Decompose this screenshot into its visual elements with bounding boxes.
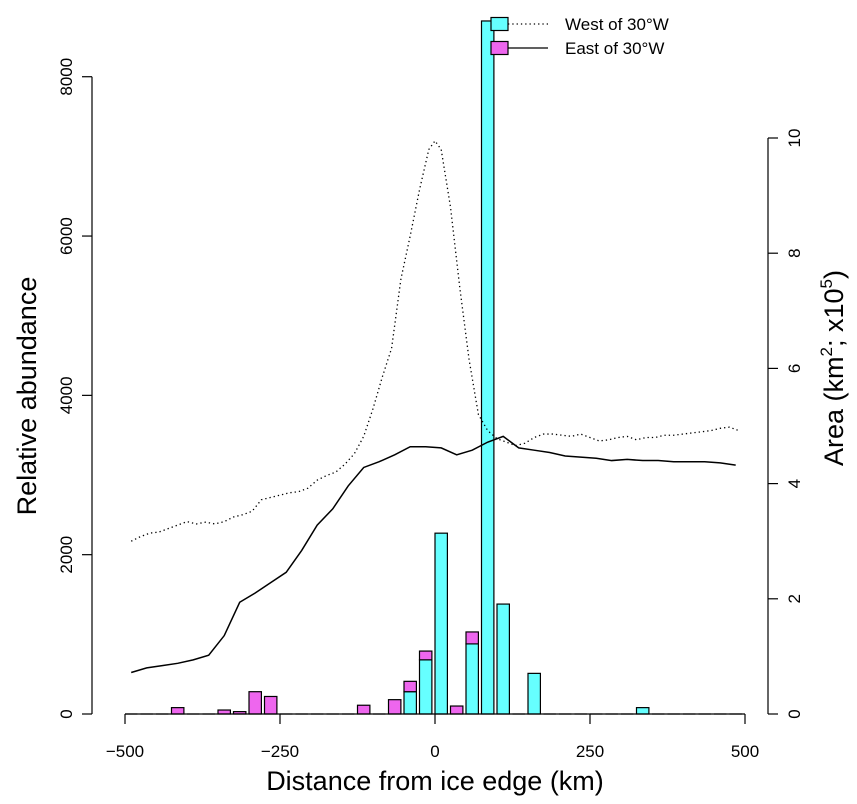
x-tick-label-2: 0 — [430, 742, 439, 761]
y2-tick-label-5: 10 — [785, 129, 804, 148]
bar-west-20 — [434, 532, 448, 715]
bar-west-18 — [403, 691, 417, 715]
y2-tick-label-1: 2 — [785, 594, 804, 603]
y-tick-label-2: 4000 — [57, 376, 76, 414]
bar-west-22 — [465, 643, 479, 715]
x-tick-label-0: −500 — [106, 742, 144, 761]
y2-tick-label-2: 4 — [785, 479, 804, 488]
bar-west-33 — [635, 707, 650, 715]
lines-layer — [130, 139, 740, 674]
bar-east-22 — [465, 631, 479, 645]
bar-west-23 — [480, 20, 495, 715]
x-tick-label-4: 500 — [731, 742, 759, 761]
bar-east-17 — [387, 699, 402, 715]
bar-east-9 — [263, 695, 278, 715]
y2-title-part2: ; x10 — [819, 288, 849, 347]
x-tick-label-1: −250 — [261, 742, 299, 761]
bar-east-3 — [170, 707, 185, 715]
x-tick-label-3: 250 — [576, 742, 604, 761]
y-tick-label-1: 2000 — [57, 536, 76, 574]
y-tick-label-4: 8000 — [57, 58, 76, 96]
y2-tick-label-4: 8 — [785, 248, 804, 257]
bar-east-21 — [449, 705, 464, 715]
y2-title-part1: Area (km — [819, 356, 849, 466]
bar-east-15 — [356, 704, 371, 715]
y2-title-part3: ) — [819, 270, 849, 279]
bar-west-24 — [496, 603, 510, 715]
series-line-west — [130, 139, 740, 542]
bar-west-19 — [418, 659, 433, 715]
bar-west-26 — [527, 672, 541, 715]
y-tick-label-3: 6000 — [57, 217, 76, 255]
bars-layer — [125, 20, 742, 715]
y2-title-sup1: 2 — [817, 347, 836, 356]
legend-label-1: East of 30°W — [565, 39, 664, 58]
bar-east-8 — [248, 691, 262, 715]
y2-axis-title: Area (km2; x105) — [817, 270, 849, 466]
series-line-east — [130, 435, 736, 674]
x-axis-title: Distance from ice edge (km) — [266, 766, 604, 796]
y2-title-sup2: 5 — [817, 279, 836, 288]
legend: West of 30°W East of 30°W — [490, 15, 669, 58]
y-tick-label-0: 0 — [57, 709, 76, 718]
y-axis-title: Relative abundance — [12, 277, 42, 516]
legend-swatch-1 — [490, 40, 509, 56]
legend-swatch-0 — [490, 16, 509, 32]
y2-tick-label-3: 6 — [785, 364, 804, 373]
bar-east-18 — [403, 680, 417, 693]
bar-east-19 — [418, 650, 433, 661]
legend-label-0: West of 30°W — [565, 15, 669, 34]
axes-layer: −500 −250 0 250 500 0 2000 4000 6000 8000 0 2 4 6 8 10 — [57, 58, 804, 761]
y2-tick-label-0: 0 — [785, 709, 804, 718]
